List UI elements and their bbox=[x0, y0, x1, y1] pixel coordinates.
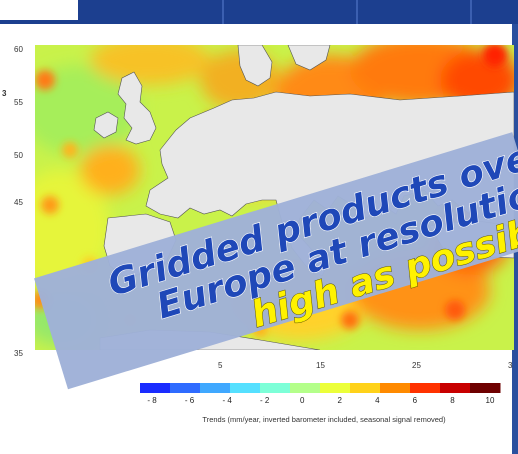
colorbar-tick-label: - 8 bbox=[147, 396, 157, 405]
colorbar-swatch bbox=[410, 383, 441, 393]
lon-tick-label: 25 bbox=[412, 361, 421, 370]
colorbar-swatch bbox=[470, 383, 501, 393]
top-bar-separator bbox=[470, 0, 472, 24]
colorbar-swatch bbox=[320, 383, 351, 393]
edge-label: 3 bbox=[2, 89, 7, 98]
latitude-axis: 60 55 50 45 35 bbox=[14, 45, 23, 358]
lat-tick-label: 60 bbox=[14, 45, 23, 54]
top-bar-separator bbox=[222, 0, 224, 24]
lat-tick-label: 35 bbox=[14, 349, 23, 358]
colorbar-swatch bbox=[440, 383, 471, 393]
colorbar-tick-label: - 2 bbox=[260, 396, 270, 405]
colorbar-tick-label: 0 bbox=[300, 396, 305, 405]
colorbar-tick-label: - 4 bbox=[222, 396, 232, 405]
colorbar-tick-label: 2 bbox=[338, 396, 343, 405]
colorbar-swatch bbox=[170, 383, 201, 393]
colorbar-tick-label: 10 bbox=[486, 396, 495, 405]
lat-tick-label: 45 bbox=[14, 198, 23, 207]
colorbar-swatch bbox=[260, 383, 291, 393]
colorbar-swatch bbox=[350, 383, 381, 393]
colorbar-swatch bbox=[380, 383, 411, 393]
top-bar-separator bbox=[356, 0, 358, 24]
lon-tick-label: 15 bbox=[316, 361, 325, 370]
top-bar bbox=[0, 0, 518, 24]
lat-tick-label: 50 bbox=[14, 151, 23, 160]
lon-tick-label: 3 bbox=[508, 361, 513, 370]
map-field bbox=[35, 45, 514, 350]
longitude-axis: 5 15 25 3 bbox=[218, 361, 513, 370]
colorbar-tick-label: - 6 bbox=[185, 396, 195, 405]
lat-tick-label: 55 bbox=[14, 98, 23, 107]
lon-tick-label: 5 bbox=[218, 361, 223, 370]
colorbar: - 8 - 6 - 4 - 2 0 2 4 6 8 10 bbox=[140, 383, 501, 405]
colorbar-swatch bbox=[290, 383, 321, 393]
colorbar-swatch bbox=[230, 383, 261, 393]
colorbar-swatch bbox=[140, 383, 171, 393]
colorbar-swatch bbox=[200, 383, 231, 393]
top-bar-tab bbox=[0, 0, 78, 20]
colorbar-caption: Trends (mm/year, inverted barometer incl… bbox=[202, 415, 446, 424]
colorbar-tick-label: 8 bbox=[450, 396, 455, 405]
colorbar-tick-label: 6 bbox=[413, 396, 418, 405]
colorbar-tick-label: 4 bbox=[375, 396, 380, 405]
